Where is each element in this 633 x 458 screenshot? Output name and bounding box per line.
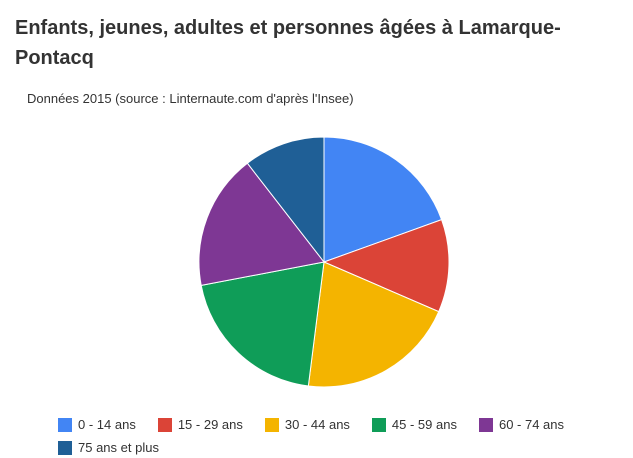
pie-slice-0 [323,136,443,263]
legend-label: 15 - 29 ans [177,417,243,432]
legend-label: 45 - 59 ans [391,417,457,432]
pie-slice-4 [198,162,325,287]
legend-swatch [264,417,279,432]
legend-swatch [478,417,493,432]
pie-slice-2 [307,261,440,388]
legend-swatch [157,417,172,432]
legend-item-5[interactable]: 75 ans et plus [58,438,159,457]
chart-title: Enfants, jeunes, adultes et personnes âg… [15,17,561,69]
chart-legend: 0 - 14 ans 15 - 29 ans 30 - 44 ans 45 - 59 … [58,415,618,457]
legend-swatch [58,440,72,455]
legend-item-4[interactable]: 60 - 74 ans [478,415,565,434]
legend-item-3[interactable]: 45 - 59 ans [371,415,457,434]
legend-item-2[interactable]: 30 - 44 ans [264,415,350,434]
pie-slice-5 [246,136,325,264]
legend-label: 0 - 14 ans [78,417,136,432]
legend-item-1[interactable]: 15 - 29 ans [157,415,243,434]
pie-slice-1 [322,219,450,313]
legend-swatch [58,417,72,432]
legend-swatch [371,417,386,432]
pie-slice-3 [200,261,325,387]
legend-label: 75 ans et plus [78,440,159,455]
legend-label: 30 - 44 ans [284,417,350,432]
legend-item-0[interactable]: 0 - 14 ans [58,415,136,434]
chart-subtitle: Données 2015 (source : Linternaute.com d… [27,91,354,106]
legend-label: 60 - 74 ans [498,417,565,432]
